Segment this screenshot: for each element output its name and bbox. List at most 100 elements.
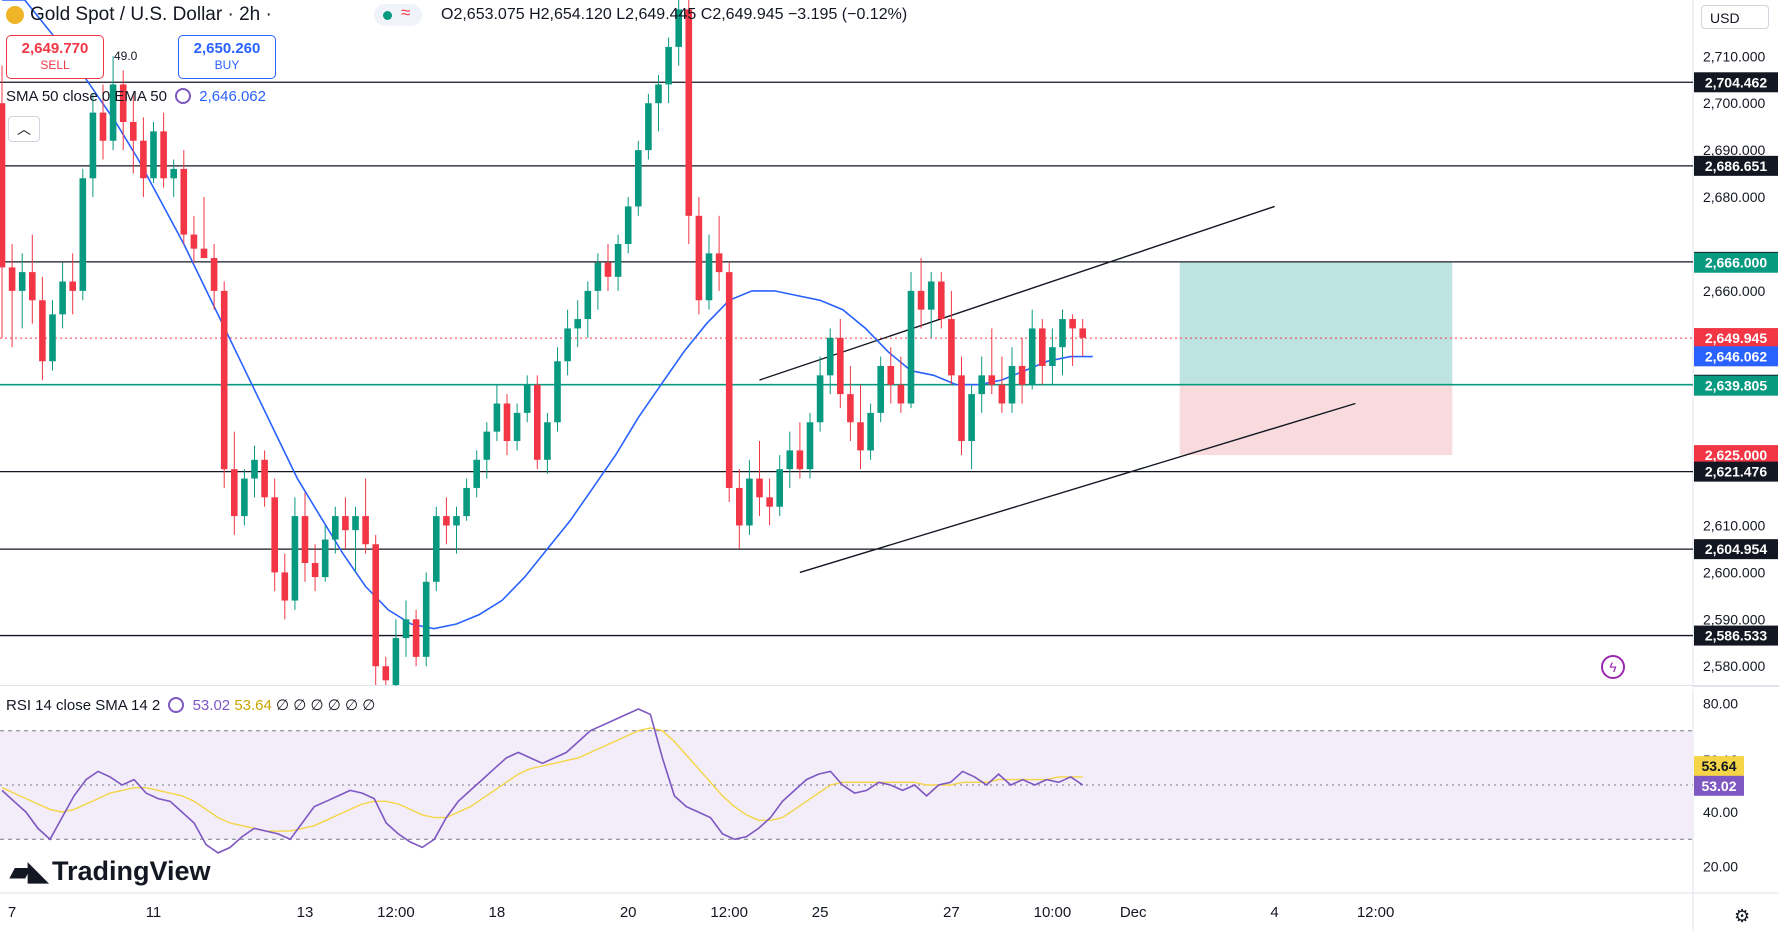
candle: [574, 300, 581, 348]
candle: [867, 403, 874, 460]
candle: [271, 478, 278, 592]
currency-label: USD: [1710, 10, 1740, 26]
currency-selector[interactable]: USD: [1701, 5, 1769, 29]
candle-body: [635, 150, 642, 207]
candle-body: [645, 103, 652, 151]
candle-body: [837, 337, 844, 395]
candle: [311, 544, 319, 592]
ma-indicator-legend[interactable]: SMA 50 close 0 EMA 50 2,646.062: [6, 88, 266, 105]
indicator-settings-icon[interactable]: [175, 88, 192, 104]
candle-body: [210, 258, 218, 291]
candle: [948, 290, 955, 385]
trendline: [759, 205, 1275, 381]
candle: [725, 262, 733, 503]
candle: [241, 469, 248, 526]
rsi-settings-icon[interactable]: [168, 697, 185, 713]
candle-body: [362, 516, 369, 545]
candle-body: [766, 497, 773, 507]
candle-body: [59, 281, 66, 315]
candle: [877, 356, 884, 423]
price-tick-label: 2,600.000: [1703, 564, 1765, 580]
rsi-badge-bg: [1694, 775, 1744, 796]
price-badge: 2,686.651: [1694, 155, 1778, 176]
market-status-pill[interactable]: [374, 4, 422, 26]
price-tick-label: 2,690.000: [1703, 142, 1765, 158]
price-badge-bg: [1694, 155, 1778, 176]
candle: [715, 215, 723, 291]
candle-body: [140, 140, 147, 179]
candle: [614, 234, 622, 291]
candle: [958, 356, 965, 456]
candle: [99, 84, 107, 160]
candle-body: [867, 412, 874, 451]
price-badge-text: 2,604.954: [1705, 541, 1767, 557]
candle-body: [342, 516, 349, 531]
symbol-title[interactable]: Gold Spot / U.S. Dollar · 2h ·: [30, 4, 272, 25]
candle-body: [988, 375, 996, 385]
candle-body: [554, 361, 561, 423]
candle: [109, 56, 117, 151]
candle-body: [604, 262, 612, 277]
candle-body: [150, 131, 157, 179]
candle-body: [1039, 328, 1046, 366]
candle-body: [877, 365, 884, 413]
chevron-up-icon: ︿: [17, 121, 31, 137]
candle-body: [463, 487, 470, 517]
price-badge-text: 2,686.651: [1705, 158, 1767, 174]
data-delay-icon: ≈: [401, 3, 411, 22]
candle-body: [1059, 319, 1066, 348]
candle: [261, 450, 268, 507]
candle-body: [493, 403, 501, 432]
time-tick-label: 27: [943, 904, 960, 921]
time-tick-label: 25: [812, 904, 829, 921]
candle-body: [675, 9, 682, 47]
candle: [907, 272, 915, 409]
candle: [988, 328, 996, 395]
candle-body: [776, 469, 783, 507]
candle-body: [180, 168, 188, 235]
candle: [604, 243, 612, 291]
rsi-badge-bg: [1694, 756, 1744, 777]
sell-button[interactable]: 2,649.770 SELL: [6, 35, 104, 79]
candle-body: [786, 450, 794, 470]
candle-body: [119, 84, 127, 122]
candle-body: [422, 581, 430, 657]
candle: [382, 656, 390, 685]
gear-icon[interactable]: ⚙: [1734, 906, 1751, 926]
candle-body: [665, 46, 672, 85]
buy-button[interactable]: 2,650.260 BUY: [178, 35, 276, 79]
candle-body: [523, 384, 531, 413]
price-tick-label: 2,590.000: [1703, 611, 1765, 627]
tradingview-logo[interactable]: ▰◣ TradingView: [10, 856, 211, 887]
candle: [857, 384, 864, 470]
candle-body: [655, 84, 662, 104]
candle: [210, 243, 218, 310]
candle: [140, 117, 147, 198]
candle-body: [806, 422, 814, 470]
candle-body: [433, 516, 440, 582]
candle-body: [513, 412, 521, 442]
rsi-sma-value: 53.64: [234, 697, 272, 714]
candle-body: [917, 290, 925, 310]
candle: [736, 469, 743, 549]
rsi-badge: 53.64: [1694, 756, 1744, 777]
time-tick-label: 18: [489, 904, 506, 921]
rsi-line: [1, 708, 1084, 854]
price-badge-bg: [1694, 252, 1778, 273]
candle: [998, 356, 1006, 413]
chart-header: Gold Spot / U.S. Dollar · 2h · ≈ O2,653.…: [0, 0, 1700, 30]
candle: [624, 197, 632, 254]
candle: [1049, 328, 1056, 385]
candle-body: [948, 319, 955, 376]
candle-body: [69, 281, 76, 291]
collapse-legend-button[interactable]: ︿: [8, 116, 40, 142]
candle: [463, 478, 470, 521]
rsi-indicator-legend[interactable]: RSI 14 close SMA 14 2 53.02 53.64 ∅ ∅ ∅ …: [6, 696, 375, 714]
flash-alert-icon[interactable]: ϟ: [1601, 655, 1625, 679]
candle-body: [18, 272, 26, 291]
candle: [493, 384, 501, 442]
candle: [69, 253, 76, 315]
take-profit-zone: [1179, 262, 1453, 385]
candle-body: [402, 619, 410, 639]
